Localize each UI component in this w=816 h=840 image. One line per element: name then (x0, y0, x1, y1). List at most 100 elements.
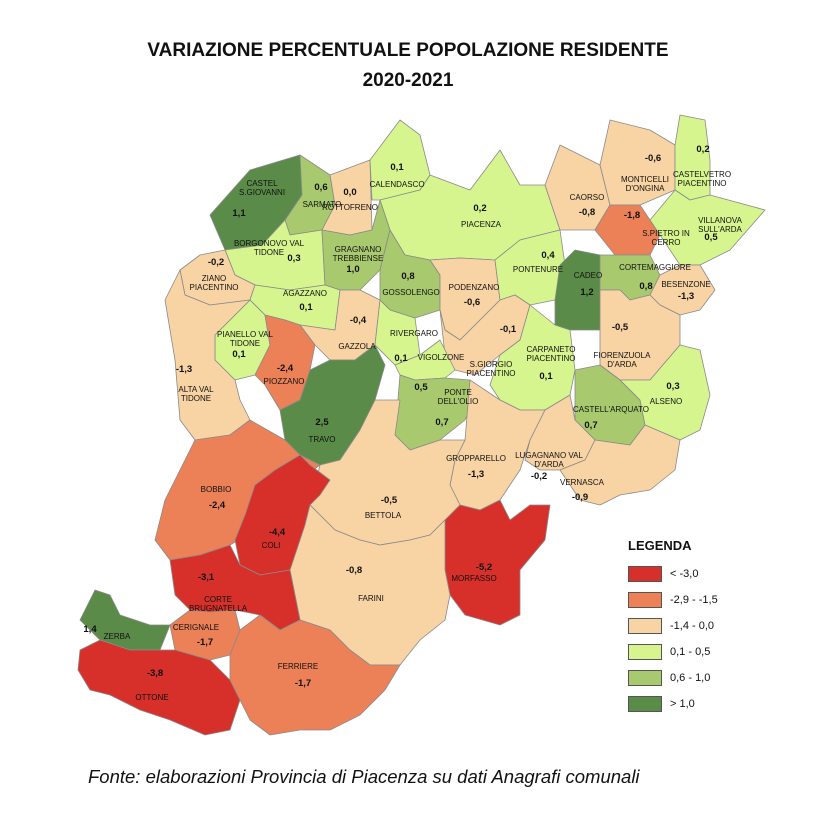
municipality-name: PONTE DELL'OLIO (438, 388, 479, 406)
municipality-value: -1,3 (468, 469, 484, 480)
legend-label: 0,6 - 1,0 (670, 672, 711, 684)
municipality-name: CERIGNALE (173, 623, 219, 632)
municipality-value: -1,8 (624, 210, 640, 221)
municipality-name: AGAZZANO (283, 289, 327, 298)
municipality-value: -4,4 (269, 527, 286, 538)
municipality-area (444, 499, 551, 626)
map-title: VARIAZIONE PERCENTUALE POPOLAZIONE RESID… (147, 40, 669, 61)
municipality-value: -1,7 (197, 637, 213, 648)
municipality-value: -0,6 (464, 297, 480, 308)
municipality-area (77, 639, 241, 736)
municipality-value: -5,2 (476, 562, 492, 573)
legend-swatch (628, 592, 662, 608)
municipality-name: PONTENURE (513, 265, 563, 274)
municipality-name: PIOZZANO (264, 377, 305, 386)
legend-swatch (628, 670, 662, 686)
legend-swatch (628, 644, 662, 660)
legend-item: -1,4 - 0,0 (628, 613, 718, 639)
municipality-area (599, 289, 681, 381)
municipality-area (164, 269, 251, 441)
municipality-name: ALSENO (650, 397, 682, 406)
municipality-value: -0,4 (350, 315, 367, 326)
municipality-name: MONTICELLI D'ONGINA (621, 175, 669, 193)
municipality-name: CORTE BRUGNATELLA (189, 595, 248, 613)
municipality-name: PODENZANO (449, 283, 500, 292)
legend-label: -2,9 - -1,5 (670, 594, 718, 606)
municipality-name: BETTOLA (365, 511, 402, 520)
legend-item: > 1,0 (628, 691, 718, 717)
municipality-name: CORTEMAGGIORE (619, 263, 691, 272)
municipality-value: 1,0 (346, 264, 359, 275)
municipality-value: 0,1 (394, 353, 408, 364)
source-note: Fonte: elaborazioni Provincia di Piacenz… (88, 766, 640, 787)
legend-label: < -3,0 (670, 568, 699, 580)
legend-item: 0,1 - 0,5 (628, 639, 718, 665)
municipality-name: GOSSOLENGO (382, 288, 439, 297)
municipality-name: CALENDASCO (369, 180, 424, 189)
municipality-name: BOBBIO (201, 485, 232, 494)
municipality-name: CASTELVETRO PIACENTINO (673, 170, 731, 188)
municipality-value: 0,8 (401, 271, 414, 282)
municipality-area (554, 249, 601, 331)
municipality-name: ALTA VAL TIDONE (178, 385, 214, 403)
municipality-name: CAORSO (570, 193, 605, 202)
municipality-name: S.GIORGIO PIACENTINO (467, 360, 516, 378)
municipality-name: FERRIERE (278, 662, 318, 671)
municipality-value: -0,5 (612, 322, 629, 333)
municipality-area (594, 204, 661, 256)
municipality-value: 0,5 (704, 232, 718, 243)
municipality-value: -0,5 (381, 495, 398, 506)
municipality-value: 0,2 (473, 203, 486, 214)
legend-swatch (628, 566, 662, 582)
municipality-value: -0,2 (208, 257, 224, 268)
municipality-value: -2,4 (209, 500, 226, 511)
municipality-name: FIORENZUOLA D'ARDA (594, 351, 652, 369)
municipality-name: COLI (262, 541, 281, 550)
legend-item: 0,6 - 1,0 (628, 665, 718, 691)
municipality-name: VILLANOVA SULL'ARDA (698, 216, 743, 234)
municipality-value: 0,2 (696, 144, 709, 155)
municipality-name: SARMATO (303, 200, 342, 209)
municipality-area (489, 304, 576, 411)
municipality-value: 0,1 (539, 371, 553, 382)
municipality-value: 0,6 (314, 182, 327, 193)
municipality-name: FARINI (358, 594, 384, 603)
legend-swatch (628, 696, 662, 712)
municipality-value: 2,5 (315, 417, 329, 428)
municipality-value: 0,8 (639, 281, 652, 292)
municipality-value: -0,2 (531, 471, 547, 482)
municipality-value: 1,2 (580, 287, 593, 298)
municipality-value: -0,8 (346, 565, 362, 576)
municipality-name: CASTEL S.GIOVANNI (239, 179, 285, 197)
map-subtitle: 2020-2021 (362, 70, 454, 91)
municipality-value: 0,1 (299, 302, 313, 313)
municipality-name: CASTELL'ARQUATO (573, 405, 649, 414)
municipality-name: GAZZOLA (338, 342, 376, 351)
municipality-name: LUGAGNANO VAL D'ARDA (515, 451, 583, 469)
legend-item: -2,9 - -1,5 (628, 587, 718, 613)
municipality-value: -2,4 (277, 363, 294, 374)
municipality-name: ZIANO PIACENTINO (190, 274, 239, 292)
legend-label: 0,1 - 0,5 (670, 646, 711, 658)
municipality-name: S.PIETRO IN CERRO (642, 229, 690, 247)
municipality-name: PIANELLO VAL TIDONE (217, 330, 273, 348)
municipality-value: -0,8 (579, 207, 595, 218)
municipality-name: RIVERGARO (390, 329, 438, 338)
municipality-name: MORFASSO (451, 574, 496, 583)
municipality-value: 1,1 (232, 208, 246, 219)
municipality-value: 1,4 (83, 624, 97, 635)
municipality-value: -3,8 (147, 668, 163, 679)
municipality-value: -1,3 (176, 364, 192, 375)
municipality-area (394, 374, 476, 451)
municipality-name: BORGONOVO VAL TIDONE (234, 239, 305, 257)
municipality-value: 0,1 (390, 162, 404, 173)
municipality-name: ZERBA (104, 632, 131, 641)
municipality-name: PIACENZA (461, 220, 502, 229)
municipality-name: BESENZONE (661, 280, 710, 289)
municipality-value: -1,3 (678, 291, 694, 302)
legend: LEGENDA < -3,0 -2,9 - -1,5 -1,4 - 0,0 0,1 -… (628, 538, 718, 717)
municipality-value: 0,7 (435, 417, 448, 428)
municipality-value: -0,6 (645, 153, 661, 164)
municipality-name: VERNASCA (560, 478, 605, 487)
